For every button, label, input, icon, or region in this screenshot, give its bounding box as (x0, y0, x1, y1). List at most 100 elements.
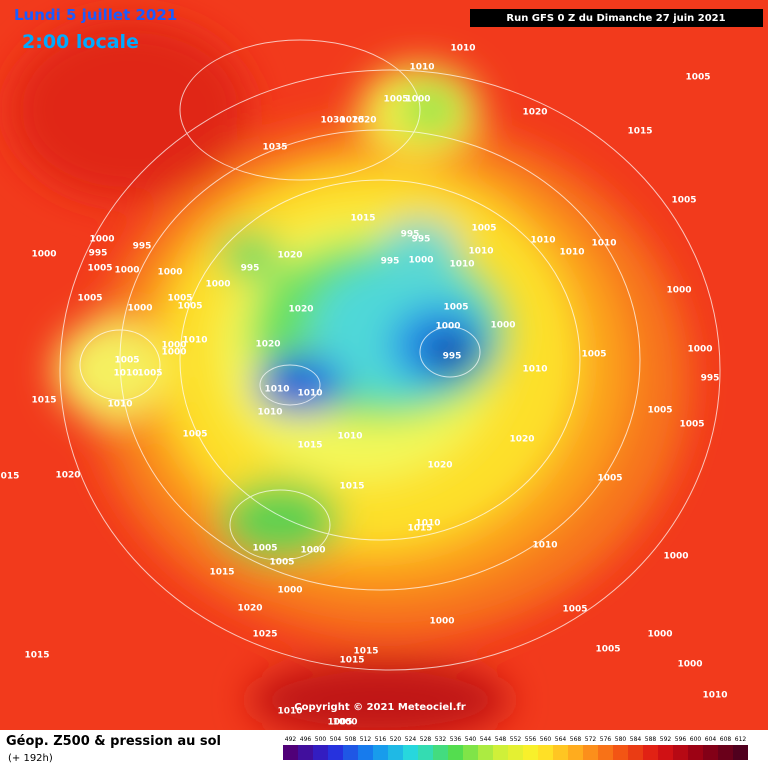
run-box (470, 9, 763, 27)
pressure-label: 1020 (237, 604, 262, 614)
pressure-label: 1005 (581, 350, 606, 360)
pressure-label: 1005 (269, 558, 294, 568)
pressure-label: 995 (401, 230, 420, 240)
colorbar-label: 540 (465, 736, 477, 743)
pressure-label: 1005 (443, 303, 468, 313)
pressure-label: 1005 (383, 95, 408, 105)
colorbar-cell (643, 745, 658, 760)
colorbar-cell (688, 745, 703, 760)
pressure-label: 1025 (252, 630, 277, 640)
pressure-label: 1010 (297, 389, 322, 399)
pressure-label: 995 (412, 235, 431, 245)
colorbar-label: 496 (300, 736, 312, 743)
pressure-label: 1010 (257, 408, 282, 418)
colorbar-label: 548 (495, 736, 507, 743)
colorbar-cell (343, 745, 358, 760)
colorbar-label: 536 (450, 736, 462, 743)
pressure-label: 1015 (627, 127, 652, 137)
pressure-label: 1010 (182, 336, 207, 346)
pressure-label: 995 (701, 374, 720, 384)
colorbar-cell (448, 745, 463, 760)
colorbar-label: 572 (585, 736, 597, 743)
pressure-label: 1020 (427, 461, 452, 471)
pressure-label: 1005 (471, 224, 496, 234)
pressure-label: 1000 (666, 286, 691, 296)
pressure-label: 1010 (277, 707, 302, 717)
pressure-label: 1010 (702, 691, 727, 701)
colorbar-label: 604 (705, 736, 717, 743)
pressure-label: 1005 (137, 369, 162, 379)
colorbar-cell (508, 745, 523, 760)
pressure-label: 1005 (87, 264, 112, 274)
pressure-label: 1000 (31, 250, 56, 260)
pressure-label: 1000 (277, 586, 302, 596)
pressure-label: 1005 (114, 356, 139, 366)
pressure-label: 1005 (77, 294, 102, 304)
pressure-label: 1010 (415, 519, 440, 529)
colorbar-cell (373, 745, 388, 760)
colorbar-label: 528 (420, 736, 432, 743)
pressure-label: 995 (381, 257, 400, 267)
colorbar-label: 492 (285, 736, 297, 743)
pressure-label: 1015 (407, 524, 432, 534)
pressure-label: 1005 (562, 605, 587, 615)
colorbar: 492 496 500 504 508 512 516 520 524 528 532 536 540 5… (283, 736, 748, 760)
colorbar-cell (568, 745, 583, 760)
colorbar-cell (463, 745, 478, 760)
colorbar-cell (733, 745, 748, 760)
colorbar-label: 524 (405, 736, 417, 743)
colorbar-label: 500 (315, 736, 327, 743)
pressure-label: 1020 (509, 435, 534, 445)
pressure-label: 1035 (262, 143, 287, 153)
pressure-label: 1010 (530, 236, 555, 246)
pressure-label: 995 (89, 249, 108, 259)
pressure-label: 1005 (597, 474, 622, 484)
pressure-label: 1010 (449, 260, 474, 270)
colorbar-cell (598, 745, 613, 760)
colorbar-cell (628, 745, 643, 760)
pressure-label: 1010 (409, 63, 434, 73)
pressure-label: 1005 (679, 420, 704, 430)
colorbar-label: 600 (690, 736, 702, 743)
pressure-label: 995 (133, 242, 152, 252)
pressure-label: 1005 (182, 430, 207, 440)
footer-lead: (+ 192h) (8, 753, 53, 764)
pressure-label: 995 (241, 264, 260, 274)
pressure-label: 1000 (647, 630, 672, 640)
pressure-label: 1000 (114, 266, 139, 276)
pressure-label: 1010 (591, 239, 616, 249)
pressure-label: 1015 (339, 482, 364, 492)
pressure-label: 995 (443, 352, 462, 362)
field (0, 0, 768, 740)
colorbar-cell (403, 745, 418, 760)
colorbar-cell (718, 745, 733, 760)
pressure-label: 1000 (408, 256, 433, 266)
copyright: Copyright © 2021 Meteociel.fr (294, 702, 465, 713)
pressure-label: 1000 (332, 718, 357, 728)
colorbar-label: 504 (330, 736, 342, 743)
colorbar-label: 532 (435, 736, 447, 743)
pressure-label: 1015 (339, 656, 364, 666)
pressure-label: 1010 (559, 248, 584, 258)
pressure-label: 1020 (55, 471, 80, 481)
pressure-label: 1010 (450, 44, 475, 54)
colorbar-cell (283, 745, 298, 760)
colorbar-label: 608 (720, 736, 732, 743)
pressure-label: 1000 (490, 321, 515, 331)
run: Run GFS 0 Z du Dimanche 27 juin 2021 (506, 13, 725, 24)
pressure-label: 1005 (671, 196, 696, 206)
colorbar-cell (523, 745, 538, 760)
colorbar-label: 564 (555, 736, 567, 743)
colorbar-label: 508 (345, 736, 357, 743)
pressure-label: 1010 (107, 400, 132, 410)
pressure-label: 1020 (255, 340, 280, 350)
colorbar-label: 596 (675, 736, 687, 743)
pressure-label: 1005 (685, 73, 710, 83)
pressure-label: 1000 (205, 280, 230, 290)
colorbar-cell (478, 745, 493, 760)
colorbar-cell (553, 745, 568, 760)
pressure-label: 1010 (522, 365, 547, 375)
pressure-label: 1005 (595, 645, 620, 655)
colorbar-label: 580 (615, 736, 627, 743)
pressure-label: 1010 (468, 247, 493, 257)
